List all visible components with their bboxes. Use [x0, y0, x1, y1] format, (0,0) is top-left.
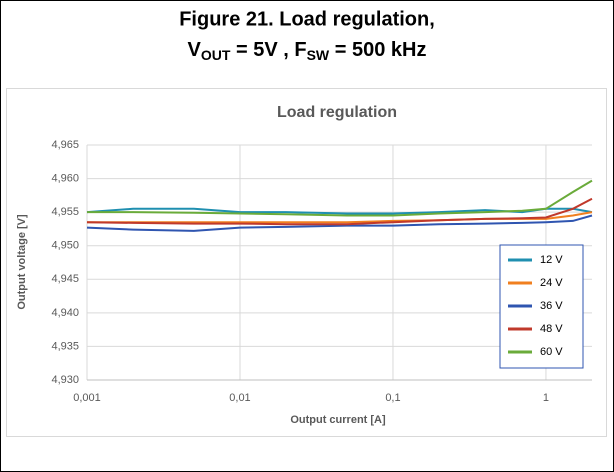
x-axis-label: Output current [A] [290, 414, 386, 426]
series-line [87, 211, 593, 224]
y-tick-label: 4,945 [51, 273, 79, 285]
legend-label: 48 V [540, 323, 563, 335]
caption-part: = 5V , F [230, 39, 306, 61]
y-tick-label: 4,950 [51, 240, 79, 252]
caption-line2: VOUT = 5V , FSW = 500 kHz [188, 39, 427, 62]
caption-part: SW [307, 47, 330, 63]
y-tick-label: 4,960 [51, 172, 79, 184]
y-tick-label: 4,935 [51, 340, 79, 352]
y-axis-label: Output voltage [V] [16, 214, 28, 310]
caption-part: OUT [201, 47, 231, 63]
y-tick-label: 4,940 [51, 307, 79, 319]
caption-part: V [188, 39, 202, 61]
x-tick-label: 0,1 [385, 392, 400, 404]
x-tick-label: 1 [543, 392, 549, 404]
series-line [86, 214, 593, 232]
legend-label: 36 V [540, 300, 563, 312]
chart-area [6, 88, 607, 437]
y-tick-label: 4,965 [51, 139, 79, 151]
legend-label: 60 V [540, 346, 563, 358]
chart-title: Load regulation [277, 104, 397, 121]
caption-line1: Figure 21. Load regulation, [179, 8, 435, 30]
y-tick-label: 4,930 [51, 374, 79, 386]
y-tick-label: 4,955 [51, 206, 79, 218]
legend-label: 24 V [540, 277, 563, 289]
series-line [87, 179, 593, 217]
x-tick-label: 0,01 [229, 392, 250, 404]
series-line [86, 197, 593, 226]
x-tick-label: 0,001 [73, 392, 101, 404]
legend-label: 12 V [540, 254, 563, 266]
caption-part: = 500 kHz [329, 39, 426, 61]
